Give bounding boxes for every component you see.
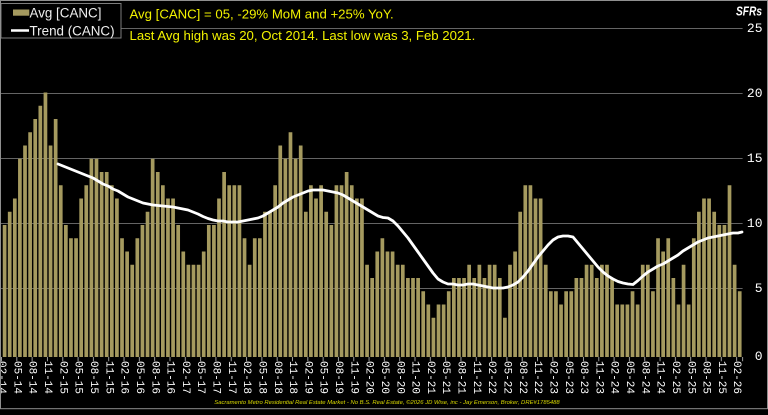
svg-text:5: 5 <box>755 281 763 296</box>
svg-text:02-22: 02-22 <box>485 361 497 394</box>
svg-text:05-24: 05-24 <box>623 361 635 394</box>
svg-text:02-18: 02-18 <box>240 361 252 394</box>
svg-text:11-16: 11-16 <box>164 361 176 394</box>
svg-text:11-17: 11-17 <box>225 361 237 394</box>
svg-text:11-15: 11-15 <box>102 361 114 394</box>
svg-text:11-14: 11-14 <box>41 361 53 394</box>
svg-text:02-15: 02-15 <box>56 361 68 394</box>
svg-text:15: 15 <box>747 151 763 166</box>
svg-text:11-22: 11-22 <box>531 361 543 394</box>
svg-text:08-24: 08-24 <box>638 361 650 394</box>
svg-text:08-18: 08-18 <box>271 361 283 394</box>
svg-text:20: 20 <box>747 86 763 101</box>
svg-text:02-17: 02-17 <box>179 361 191 394</box>
svg-text:02-26: 02-26 <box>730 361 742 394</box>
svg-text:05-25: 05-25 <box>684 361 696 394</box>
svg-text:08-16: 08-16 <box>148 361 160 394</box>
svg-text:11-21: 11-21 <box>470 361 482 394</box>
svg-text:02-24: 02-24 <box>608 361 620 394</box>
svg-text:02-16: 02-16 <box>118 361 130 394</box>
svg-text:05-15: 05-15 <box>72 361 84 394</box>
svg-text:11-18: 11-18 <box>286 361 298 394</box>
svg-text:02-20: 02-20 <box>363 361 375 394</box>
svg-text:0: 0 <box>755 349 763 364</box>
svg-text:02-19: 02-19 <box>301 361 313 394</box>
svg-text:08-17: 08-17 <box>209 361 221 394</box>
svg-text:Trend (CANC): Trend (CANC) <box>30 24 115 39</box>
svg-text:10: 10 <box>747 216 763 231</box>
svg-text:11-23: 11-23 <box>592 361 604 394</box>
svg-text:11-24: 11-24 <box>654 361 666 394</box>
svg-text:11-19: 11-19 <box>347 361 359 394</box>
svg-text:02-21: 02-21 <box>424 361 436 394</box>
svg-text:05-20: 05-20 <box>378 361 390 394</box>
svg-text:05-22: 05-22 <box>500 361 512 394</box>
svg-text:Avg [CANC]: Avg [CANC] <box>30 6 102 21</box>
svg-text:02-25: 02-25 <box>669 361 681 394</box>
svg-text:02-23: 02-23 <box>546 361 558 394</box>
svg-text:05-23: 05-23 <box>562 361 574 394</box>
svg-text:08-23: 08-23 <box>577 361 589 394</box>
svg-text:02-14: 02-14 <box>0 361 7 394</box>
svg-text:05-16: 05-16 <box>133 361 145 394</box>
svg-text:Avg [CANC] = 05, -29% MoM and: Avg [CANC] = 05, -29% MoM and +25% YoY. <box>130 6 394 21</box>
svg-text:25: 25 <box>747 21 763 36</box>
svg-text:08-25: 08-25 <box>700 361 712 394</box>
svg-text:08-22: 08-22 <box>516 361 528 394</box>
svg-text:05-21: 05-21 <box>439 361 451 394</box>
svg-text:08-19: 08-19 <box>332 361 344 394</box>
svg-text:11-20: 11-20 <box>409 361 421 394</box>
svg-text:08-20: 08-20 <box>393 361 405 394</box>
svg-text:08-14: 08-14 <box>26 361 38 394</box>
svg-text:05-18: 05-18 <box>255 361 267 394</box>
svg-text:08-15: 08-15 <box>87 361 99 394</box>
svg-text:05-19: 05-19 <box>317 361 329 394</box>
svg-text:SFRs: SFRs <box>736 4 762 19</box>
svg-text:05-14: 05-14 <box>10 361 22 394</box>
svg-text:11-25: 11-25 <box>715 361 727 394</box>
svg-text:Last Avg high was 20, Oct 2014: Last Avg high was 20, Oct 2014. Last low… <box>130 28 476 43</box>
svg-text:05-17: 05-17 <box>194 361 206 394</box>
svg-text:Sacramento Metro Residential R: Sacramento Metro Residential Real Estate… <box>214 399 560 406</box>
svg-text:08-21: 08-21 <box>454 361 466 394</box>
